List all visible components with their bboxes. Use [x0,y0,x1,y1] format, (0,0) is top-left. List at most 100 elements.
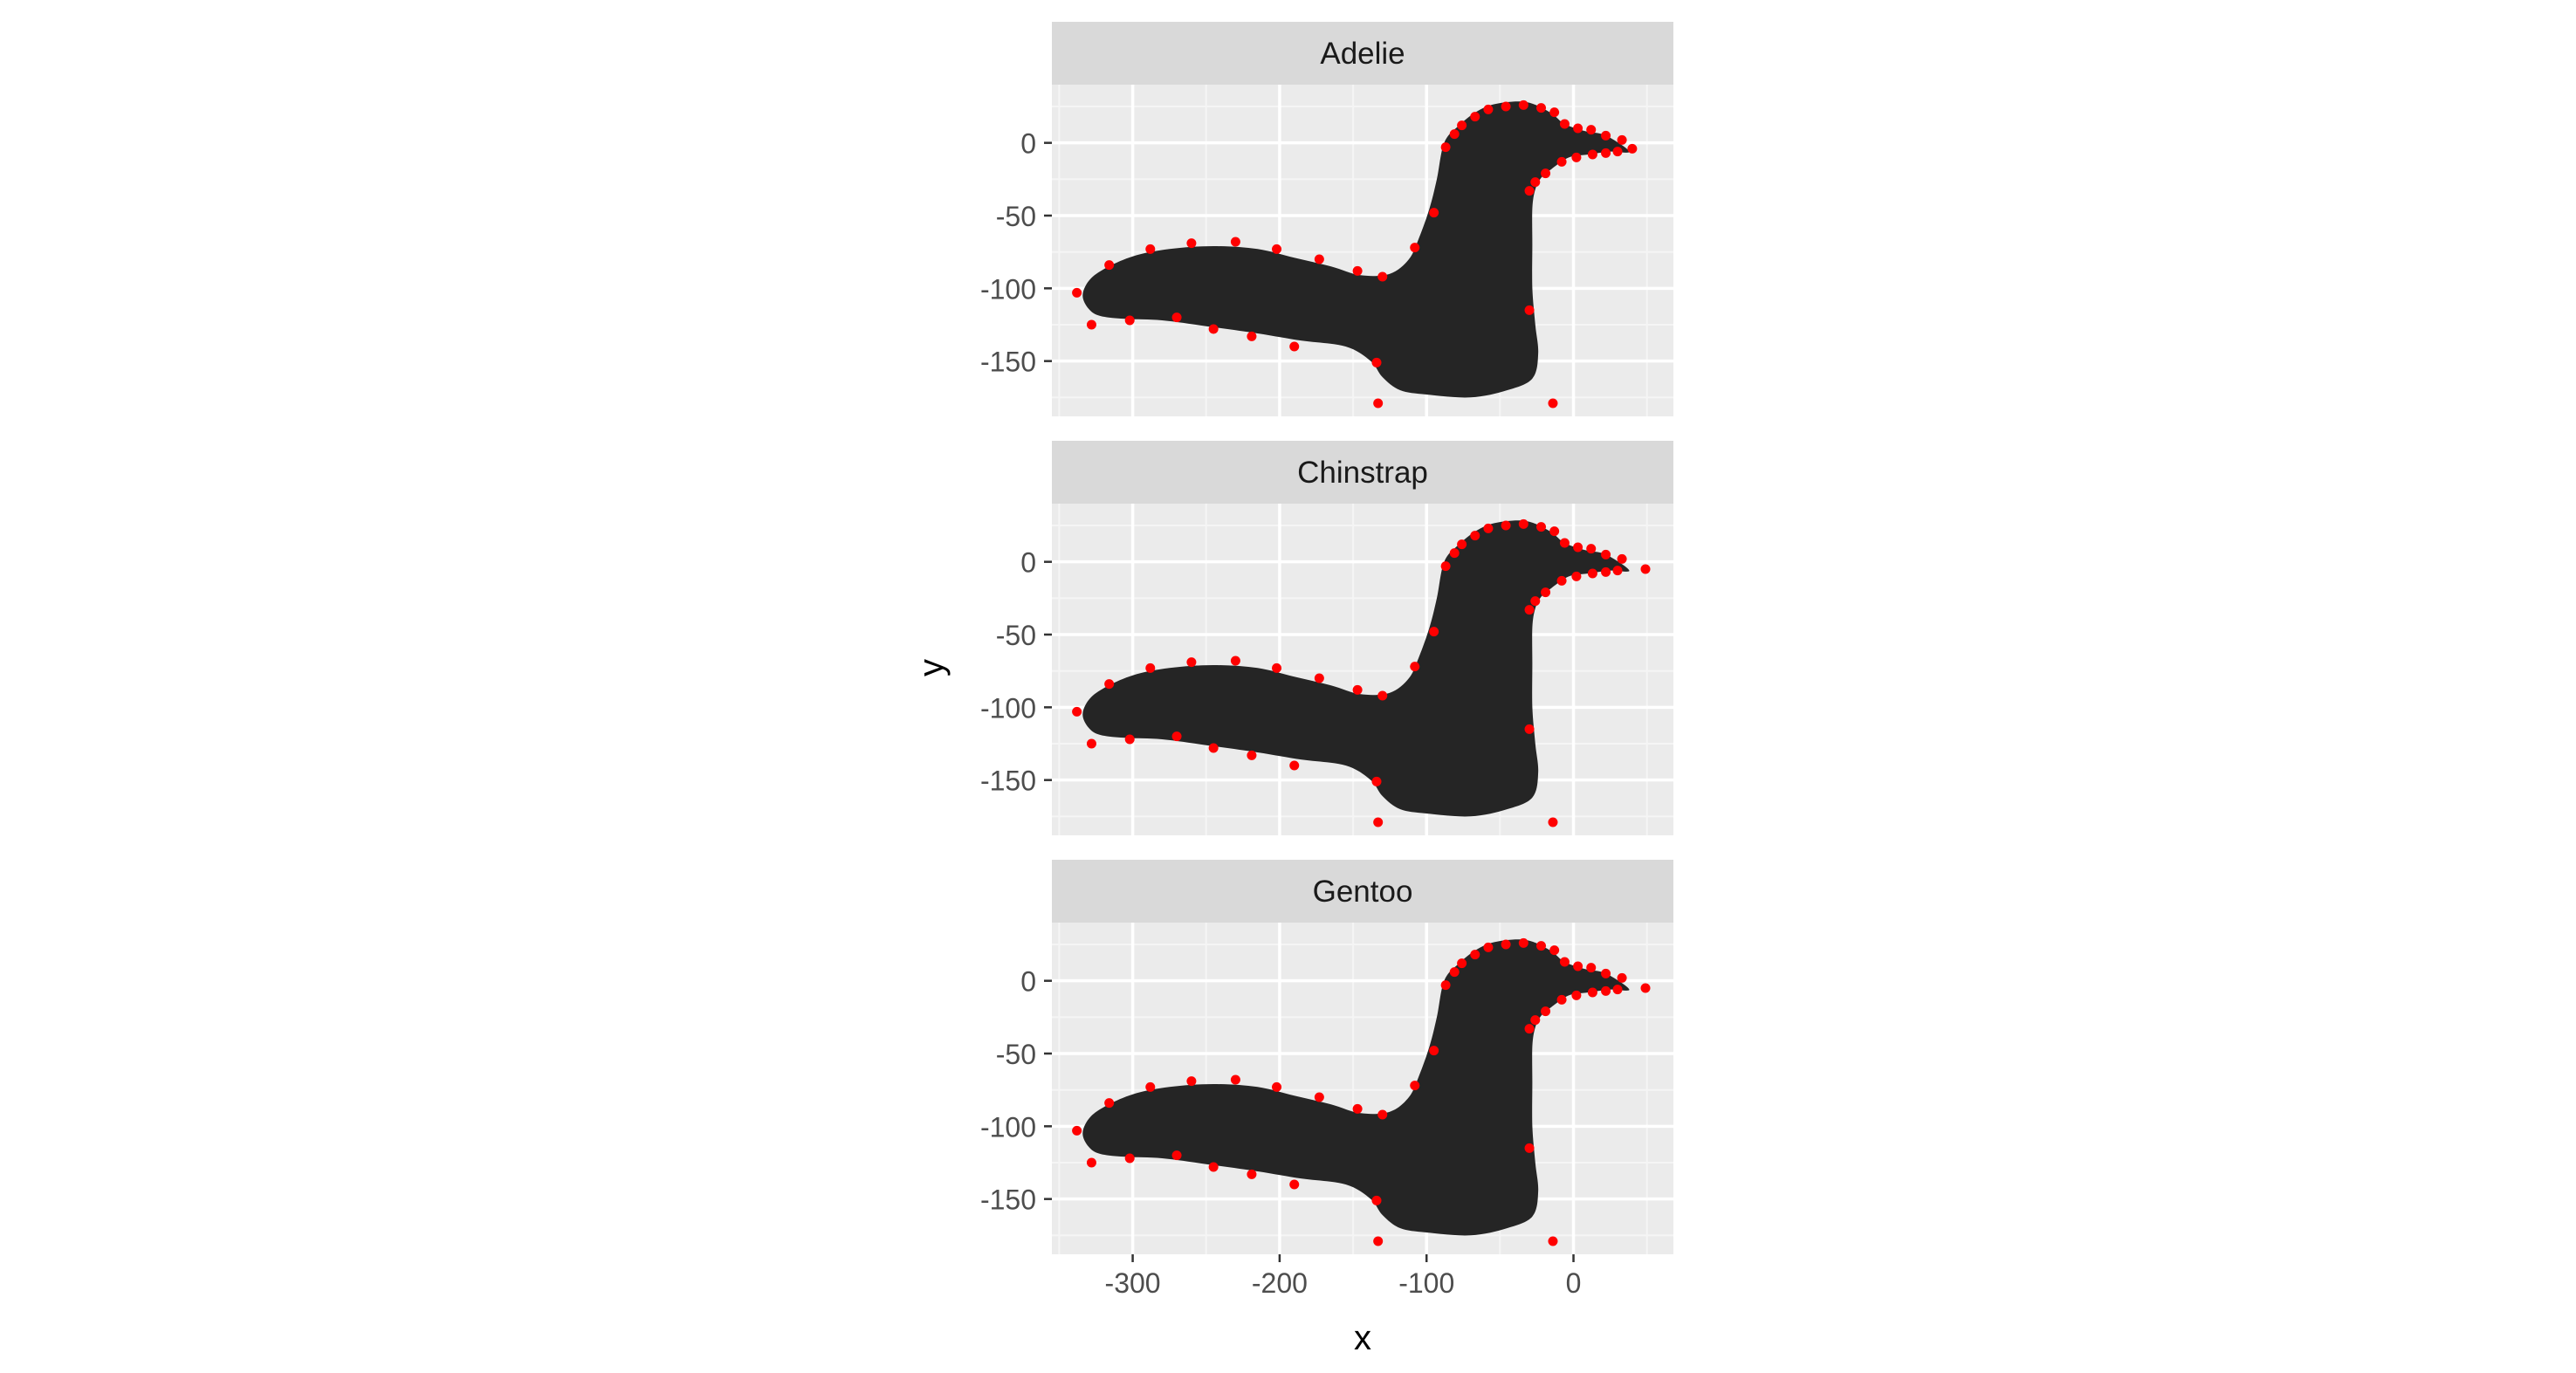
data-point [1524,305,1535,315]
data-point [1556,994,1567,1005]
data-point [1548,398,1558,408]
data-point [1617,134,1627,145]
data-point [1536,522,1547,532]
data-point [1571,571,1582,581]
data-point [1612,566,1623,576]
data-point [1208,743,1219,753]
data-point [1104,679,1115,690]
data-point [1640,983,1651,993]
data-point [1373,817,1384,827]
data-point [1230,656,1240,666]
data-point [1524,605,1535,615]
data-point [1230,1074,1240,1085]
data-point [1601,968,1611,978]
data-point [1247,1169,1257,1179]
facet-strip-label: Chinstrap [1297,456,1428,490]
data-point [1373,398,1384,408]
data-point [1541,1006,1551,1017]
data-point [1272,244,1282,254]
data-point [1186,238,1197,249]
data-point [1272,662,1282,673]
data-point [1247,750,1257,760]
data-point [1247,331,1257,341]
data-point [1371,1195,1382,1205]
data-point [1601,130,1611,141]
data-point [1627,143,1638,154]
data-point [1371,357,1382,367]
data-point [1086,738,1096,749]
y-tick-label: -100 [980,692,1036,724]
data-point [1072,706,1082,717]
x-tick-label: -100 [1398,1267,1454,1299]
data-point [1530,596,1541,607]
y-tick-label: 0 [1020,128,1036,160]
data-point [1171,731,1182,742]
data-point [1124,734,1135,745]
data-point [1548,817,1558,827]
data-point [1314,673,1324,683]
data-point [1449,967,1460,978]
panels-layer: Adelie0-50-100-150Chinstrap0-50-100-150G… [980,22,1673,1299]
data-point [1601,148,1611,158]
data-point [1549,526,1560,537]
data-point [1530,1015,1541,1026]
data-point [1377,271,1388,282]
data-point [1429,1046,1439,1056]
data-point [1640,564,1651,574]
data-point [1086,1157,1096,1168]
data-point [1171,312,1182,323]
data-point [1410,662,1420,672]
data-point [1377,1109,1388,1120]
facet-strip [1052,860,1673,923]
data-point [1289,341,1300,352]
data-point [1541,587,1551,598]
data-point [1536,103,1547,113]
data-point [1559,119,1570,129]
data-point [1483,523,1494,533]
data-point [1573,542,1583,553]
facet-panel-chinstrap: Chinstrap 0 -50 -100 -150 [980,441,1673,835]
data-point [1186,1076,1197,1087]
data-point [1230,237,1240,247]
facet-strip-label: Adelie [1320,37,1405,71]
y-tick-label: 0 [1020,966,1036,998]
silhouette-shape [1082,101,1630,398]
data-point [1518,937,1528,948]
data-point [1617,972,1627,983]
y-tick-label: -100 [980,273,1036,305]
data-point [1470,950,1480,960]
data-point [1601,985,1611,996]
data-point [1272,1081,1282,1092]
facet-panel-gentoo: Gentoo 0 -50 -100 -150 -300 -200 -100 0 [980,860,1673,1299]
data-point [1208,324,1219,334]
data-point [1352,265,1363,276]
y-tick-label: -150 [980,1184,1036,1216]
data-point [1601,566,1611,577]
x-tick-label: -300 [1105,1267,1161,1299]
data-point [1104,260,1115,271]
data-point [1524,1143,1535,1153]
data-point [1124,315,1135,326]
data-point [1573,123,1583,134]
data-point [1536,941,1547,951]
data-point [1470,531,1480,541]
data-point [1483,104,1494,114]
data-point [1587,149,1597,160]
data-point [1518,518,1528,529]
data-point [1559,957,1570,967]
data-point [1449,548,1460,559]
x-tick-label: 0 [1566,1267,1582,1299]
data-point [1549,945,1560,956]
data-point [1541,168,1551,179]
data-point [1429,208,1439,218]
data-point [1548,1236,1558,1246]
y-tick-label: -100 [980,1111,1036,1143]
y-tick-label: 0 [1020,547,1036,579]
data-point [1586,125,1597,135]
data-point [1571,152,1582,162]
data-point [1556,575,1567,586]
data-point [1556,156,1567,167]
data-point [1145,1081,1156,1092]
data-point [1524,186,1535,196]
